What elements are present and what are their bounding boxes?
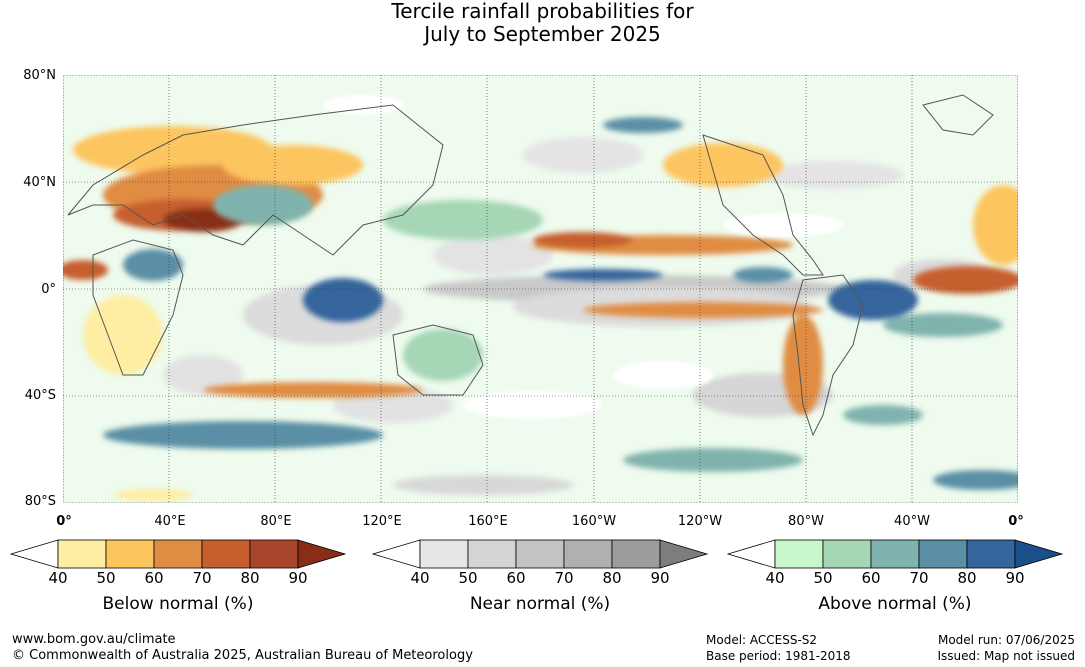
- below-tick: 60: [144, 569, 164, 587]
- lat-label-0: 0°: [41, 282, 56, 297]
- colorbar-segment: [822, 539, 872, 569]
- lat-label-40s: 40°S: [24, 388, 56, 403]
- near-normal-colorbar: [372, 539, 709, 569]
- lat-label-80s: 80°S: [24, 494, 56, 509]
- below-tick: 40: [48, 569, 68, 587]
- colorbar-segment: [774, 539, 824, 569]
- lon-label-120e: 120°E: [362, 514, 402, 529]
- above-tick: 80: [957, 569, 977, 587]
- below-tick: 90: [288, 569, 308, 587]
- footer-run-info: Model run: 07/06/2025 Issued: Map not is…: [937, 632, 1075, 664]
- colorbar-segment: [870, 539, 920, 569]
- base-period: Base period: 1981-2018: [706, 649, 851, 663]
- model-name: Model: ACCESS-S2: [706, 633, 818, 647]
- lon-label-120w: 120°W: [677, 514, 723, 529]
- copyright-text: © Commonwealth of Australia 2025, Austra…: [12, 648, 473, 663]
- lon-label-160w: 160°W: [571, 514, 617, 529]
- colorbar-segment: [515, 539, 565, 569]
- colorbar-segment: [153, 539, 203, 569]
- colorbar-segment: [563, 539, 613, 569]
- near-normal-title: Near normal (%): [469, 594, 611, 614]
- colorbar-over-triangle: [659, 539, 709, 569]
- colorbar-segment: [467, 539, 517, 569]
- lon-label-0-right: 0°: [1008, 514, 1024, 529]
- title-line-1: Tercile rainfall probabilities for: [391, 0, 694, 23]
- below-tick: 80: [240, 569, 260, 587]
- lat-label-80n: 80°N: [23, 68, 56, 83]
- colorbar-segment: [57, 539, 107, 569]
- lon-label-40e: 40°E: [154, 514, 186, 529]
- colorbar-over-triangle: [297, 539, 347, 569]
- lat-label-40n: 40°N: [23, 175, 56, 190]
- title-line-2: July to September 2025: [424, 22, 661, 46]
- no-signal-areas: [323, 95, 843, 419]
- above-normal-patches: [103, 117, 1018, 490]
- colorbar-segment: [249, 539, 299, 569]
- colorbar-segment: [201, 539, 251, 569]
- rainfall-probability-map: [63, 75, 1018, 503]
- colorbar-segment: [611, 539, 661, 569]
- above-tick: 90: [1005, 569, 1025, 587]
- issued-status: Issued: Map not issued: [937, 649, 1075, 663]
- lon-label-80w: 80°W: [788, 514, 824, 529]
- model-run-date: Model run: 07/06/2025: [937, 633, 1075, 647]
- footer-left: www.bom.gov.au/climate © Commonwealth of…: [12, 632, 473, 664]
- map-title: Tercile rainfall probabilities for July …: [0, 0, 1085, 46]
- lon-label-0-left: 0°: [56, 514, 72, 529]
- colorbar-over-triangle: [1014, 539, 1064, 569]
- near-tick: 80: [602, 569, 622, 587]
- above-normal-colorbar: [727, 539, 1064, 569]
- colorbar-segment: [918, 539, 968, 569]
- below-normal-colorbar: [10, 539, 347, 569]
- below-tick: 50: [96, 569, 116, 587]
- near-tick: 60: [506, 569, 526, 587]
- lon-label-160e: 160°E: [468, 514, 508, 529]
- map-canvas: [63, 75, 1018, 503]
- near-tick: 90: [650, 569, 670, 587]
- coastlines: [67, 94, 994, 437]
- website-link[interactable]: www.bom.gov.au/climate: [12, 632, 176, 647]
- above-tick: 70: [909, 569, 929, 587]
- above-normal-title: Above normal (%): [818, 594, 972, 614]
- colorbar-under-triangle: [372, 539, 421, 569]
- colorbar-under-triangle: [727, 539, 776, 569]
- below-normal-title: Below normal (%): [102, 594, 254, 614]
- above-tick: 50: [813, 569, 833, 587]
- colorbar-segment: [419, 539, 469, 569]
- below-tick: 70: [192, 569, 212, 587]
- near-tick: 70: [554, 569, 574, 587]
- near-tick: 50: [458, 569, 478, 587]
- above-tick: 40: [765, 569, 785, 587]
- footer-model-info: Model: ACCESS-S2 Base period: 1981-2018: [706, 632, 851, 664]
- lon-label-80e: 80°E: [260, 514, 292, 529]
- colorbar-segment: [105, 539, 155, 569]
- lon-label-40w: 40°W: [894, 514, 930, 529]
- above-tick: 60: [861, 569, 881, 587]
- colorbar-under-triangle: [10, 539, 59, 569]
- near-tick: 40: [410, 569, 430, 587]
- graticule: [63, 75, 1018, 503]
- colorbar-segment: [966, 539, 1016, 569]
